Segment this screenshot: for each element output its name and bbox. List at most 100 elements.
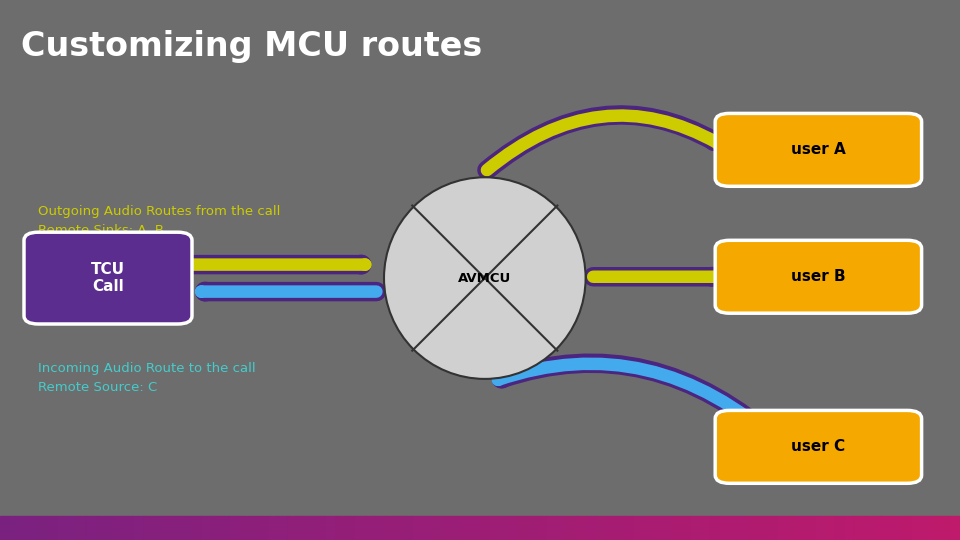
Bar <box>864 516 874 540</box>
Bar <box>566 516 576 540</box>
Bar <box>586 516 595 540</box>
Bar <box>432 516 442 540</box>
Bar <box>778 516 787 540</box>
Bar <box>874 516 883 540</box>
Bar <box>499 516 509 540</box>
Bar <box>144 516 154 540</box>
Bar <box>806 516 816 540</box>
Bar <box>883 516 893 540</box>
Bar <box>701 516 710 540</box>
Bar <box>922 516 931 540</box>
Bar <box>624 516 634 540</box>
Bar <box>720 516 730 540</box>
Bar <box>278 516 288 540</box>
Bar <box>317 516 326 540</box>
Bar <box>835 516 845 540</box>
FancyBboxPatch shape <box>715 240 922 313</box>
Bar <box>336 516 346 540</box>
FancyBboxPatch shape <box>715 113 922 186</box>
Bar <box>797 516 806 540</box>
Bar <box>490 516 499 540</box>
Bar <box>730 516 739 540</box>
Bar <box>115 516 125 540</box>
Bar <box>86 516 96 540</box>
Bar <box>221 516 230 540</box>
Bar <box>106 516 115 540</box>
Bar <box>125 516 134 540</box>
Bar <box>134 516 144 540</box>
Bar <box>77 516 86 540</box>
Bar <box>58 516 67 540</box>
Bar <box>595 516 605 540</box>
Bar <box>826 516 835 540</box>
Bar <box>10 516 19 540</box>
Ellipse shape <box>384 177 586 379</box>
Bar <box>605 516 614 540</box>
Bar <box>192 516 202 540</box>
Bar <box>0 516 10 540</box>
Text: user A: user A <box>791 143 846 157</box>
Bar <box>893 516 902 540</box>
Bar <box>739 516 749 540</box>
Bar <box>758 516 768 540</box>
Bar <box>576 516 586 540</box>
Text: TCU
Call: TCU Call <box>91 262 125 294</box>
FancyBboxPatch shape <box>715 410 922 483</box>
Bar <box>845 516 854 540</box>
Bar <box>173 516 182 540</box>
Bar <box>470 516 480 540</box>
Bar <box>749 516 758 540</box>
Bar <box>941 516 950 540</box>
Bar <box>653 516 662 540</box>
Bar <box>787 516 797 540</box>
Bar <box>854 516 864 540</box>
Bar <box>547 516 557 540</box>
Bar <box>230 516 240 540</box>
Bar <box>96 516 106 540</box>
Bar <box>29 516 38 540</box>
FancyBboxPatch shape <box>24 232 192 324</box>
Bar <box>374 516 384 540</box>
Bar <box>288 516 298 540</box>
Bar <box>19 516 29 540</box>
Bar <box>355 516 365 540</box>
Bar <box>950 516 960 540</box>
Bar <box>298 516 307 540</box>
Bar <box>403 516 413 540</box>
Bar <box>259 516 269 540</box>
Bar <box>528 516 538 540</box>
Bar <box>902 516 912 540</box>
Bar <box>48 516 58 540</box>
Bar <box>163 516 173 540</box>
Bar <box>480 516 490 540</box>
Text: user B: user B <box>791 269 846 284</box>
Bar <box>38 516 48 540</box>
Bar <box>240 516 250 540</box>
Bar <box>662 516 672 540</box>
Bar <box>413 516 422 540</box>
Bar <box>211 516 221 540</box>
Bar <box>614 516 624 540</box>
Bar <box>682 516 691 540</box>
Bar <box>67 516 77 540</box>
Bar <box>672 516 682 540</box>
Bar <box>307 516 317 540</box>
Bar <box>461 516 470 540</box>
Bar <box>384 516 394 540</box>
Text: Outgoing Audio Routes from the call
Remote Sinks: A, B: Outgoing Audio Routes from the call Remo… <box>38 205 280 237</box>
Text: user C: user C <box>791 440 846 454</box>
Bar <box>768 516 778 540</box>
Bar <box>912 516 922 540</box>
Text: Incoming Audio Route to the call
Remote Source: C: Incoming Audio Route to the call Remote … <box>38 362 256 394</box>
Bar <box>691 516 701 540</box>
Bar <box>394 516 403 540</box>
Bar <box>710 516 720 540</box>
Bar <box>557 516 566 540</box>
Bar <box>931 516 941 540</box>
Bar <box>269 516 278 540</box>
Bar <box>154 516 163 540</box>
Bar <box>643 516 653 540</box>
Bar <box>182 516 192 540</box>
Bar <box>451 516 461 540</box>
Bar <box>326 516 336 540</box>
